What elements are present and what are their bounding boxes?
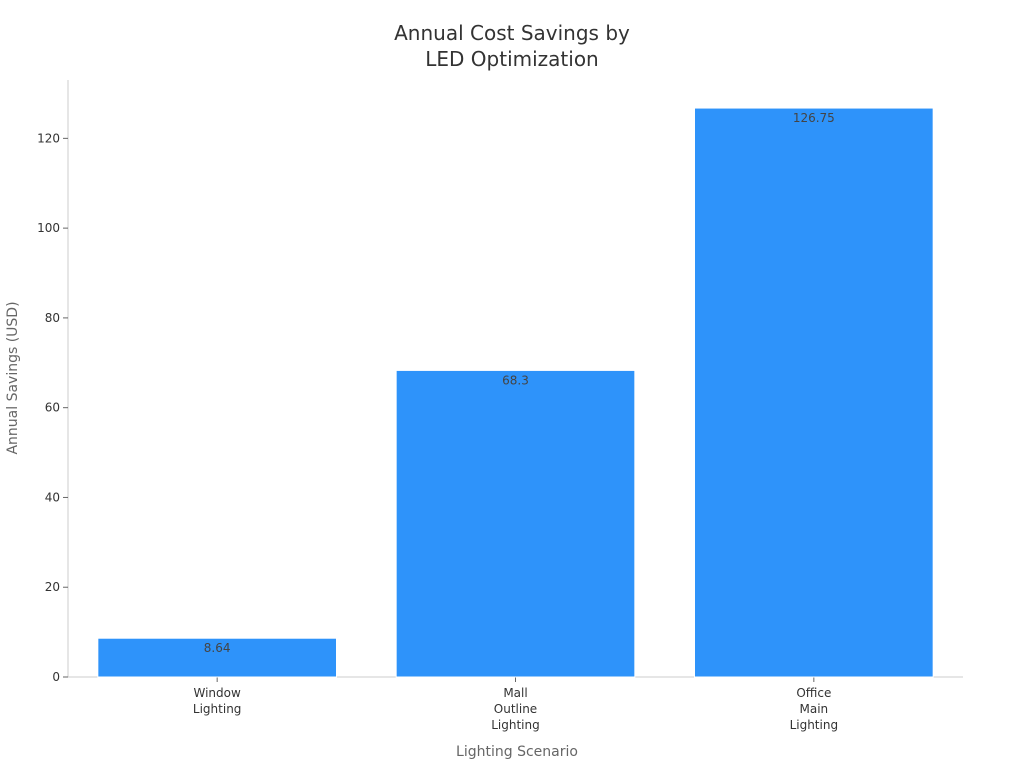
y-axis-title: Annual Savings (USD)	[5, 301, 21, 454]
x-axis-title: Lighting Scenario	[456, 744, 578, 760]
y-tick-label: 20	[45, 580, 60, 594]
data-labels: 8.64 68.3 126.75	[204, 111, 835, 655]
y-tick-label: 60	[45, 401, 60, 415]
x-tick-label: Mall	[503, 686, 527, 700]
bars	[97, 107, 934, 678]
x-tick-label: Main	[800, 702, 829, 716]
y-tick-label: 80	[45, 311, 60, 325]
x-axis: Window Lighting Mall Outline Lighting Office M…	[68, 676, 963, 732]
y-axis: 0 20 40 60 80 100 120	[37, 80, 69, 684]
x-tick-label: Outline	[494, 702, 537, 716]
x-tick-label: Office	[796, 686, 831, 700]
x-tick-label: Lighting	[491, 718, 540, 732]
data-label: 68.3	[502, 373, 529, 387]
y-tick-label: 100	[37, 221, 60, 235]
x-tick-label: Window	[194, 686, 242, 700]
bar	[694, 107, 934, 678]
y-tick-label: 120	[37, 131, 60, 145]
chart-title-line: Annual Cost Savings by	[394, 21, 630, 45]
bar	[395, 369, 636, 678]
bar	[97, 637, 338, 678]
chart-title-line: LED Optimization	[425, 47, 598, 71]
y-tick-label: 0	[52, 670, 60, 684]
x-tick-label: Lighting	[790, 718, 839, 732]
data-label: 8.64	[204, 641, 231, 655]
data-label: 126.75	[793, 111, 835, 125]
x-tick-label: Lighting	[193, 702, 242, 716]
y-tick-label: 40	[45, 490, 60, 504]
